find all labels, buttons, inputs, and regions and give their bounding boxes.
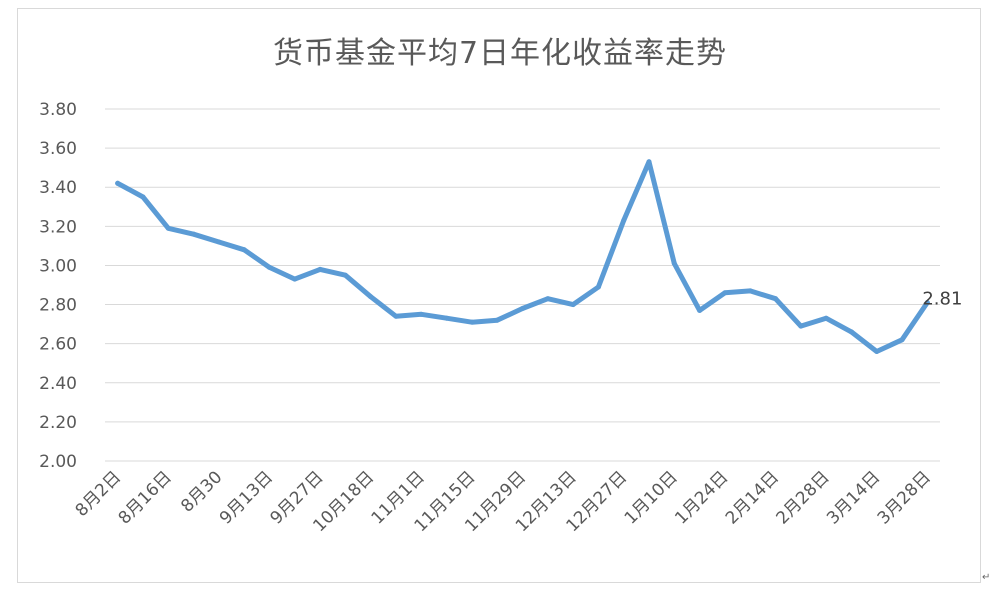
y-tick-label: 3.00: [39, 256, 77, 276]
data-point: [595, 284, 601, 290]
y-tick-label: 3.80: [39, 100, 77, 120]
data-point: [469, 319, 475, 325]
data-point: [115, 180, 121, 186]
data-point: [292, 276, 298, 282]
y-tick-label: 2.80: [39, 296, 77, 316]
chart-title: 货币基金平均7日年化收益率走势: [272, 36, 728, 71]
data-point: [266, 264, 272, 270]
data-point: [899, 337, 905, 343]
data-point: [722, 290, 728, 296]
y-tick-label: 2.60: [39, 335, 77, 355]
data-point: [191, 231, 197, 237]
data-point: [823, 315, 829, 321]
y-tick-label: 3.40: [39, 178, 77, 198]
y-tick-label: 2.40: [39, 374, 77, 394]
x-tick-label: 1月10日: [621, 467, 682, 528]
data-point: [570, 302, 576, 308]
data-point: [545, 296, 551, 302]
chart-frame: [17, 8, 981, 583]
data-label: 2.81: [922, 289, 962, 310]
y-tick-label: 2.00: [39, 452, 77, 472]
x-tick-label: 2月14日: [722, 467, 783, 528]
x-tick-label: 2月28日: [773, 467, 834, 528]
x-tick-label: 9月13日: [216, 467, 277, 528]
data-point: [798, 323, 804, 329]
x-tick-label: 8月16日: [115, 467, 176, 528]
data-point: [773, 296, 779, 302]
series-line: [115, 159, 930, 354]
paragraph-mark: ↵: [982, 572, 991, 583]
y-tick-label: 3.60: [39, 139, 77, 159]
x-tick-label: 8月30: [177, 467, 226, 516]
data-point: [368, 294, 374, 300]
data-point: [216, 239, 222, 245]
data-point: [874, 348, 880, 354]
data-point: [520, 305, 525, 311]
y-tick-label: 3.20: [39, 217, 77, 237]
data-point: [848, 329, 854, 335]
data-point: [924, 300, 930, 306]
data-point: [671, 260, 677, 266]
data-point: [747, 288, 753, 294]
data-point: [646, 159, 652, 165]
data-point: [444, 315, 450, 321]
data-point: [697, 307, 703, 313]
data-point: [393, 313, 399, 319]
data-point: [165, 225, 171, 231]
data-point: [418, 311, 424, 317]
y-tick-label: 2.20: [39, 413, 77, 433]
x-tick-label: 1月24日: [671, 467, 732, 528]
data-point: [494, 317, 500, 323]
x-tick-label: 3月14日: [823, 467, 884, 528]
data-point: [317, 266, 323, 272]
x-tick-label: 3月28日: [874, 467, 935, 528]
data-point: [342, 272, 348, 278]
data-point: [621, 217, 627, 223]
data-point: [140, 194, 146, 200]
data-point: [241, 247, 247, 253]
